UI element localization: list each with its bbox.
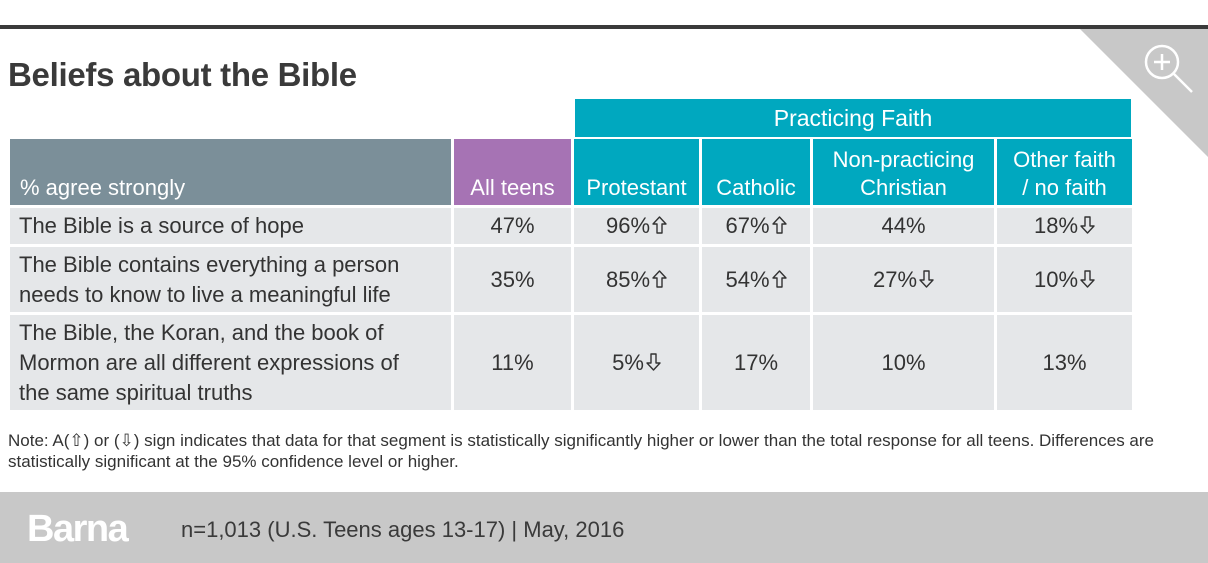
- value-label: 13%: [1042, 349, 1087, 375]
- zoom-in-icon[interactable]: [1144, 44, 1193, 93]
- down-arrow-icon: [1080, 216, 1095, 234]
- value-label: 35%: [490, 266, 535, 292]
- up-arrow-icon: [652, 269, 667, 288]
- value-label: 10%: [1033, 266, 1079, 292]
- column-header-all-teens: All teens: [454, 139, 574, 208]
- value-label: 27%: [872, 266, 918, 292]
- down-arrow-icon: [646, 352, 661, 371]
- sample-info: n=1,013 (U.S. Teens ages 13-17) | May, 2…: [181, 517, 625, 542]
- row-header-label: % agree strongly: [10, 139, 454, 208]
- column-header-catholic: Catholic: [702, 139, 813, 208]
- value-label: 18%: [1033, 213, 1079, 238]
- footnote: Note: A(⇧) or (⇩) sign indicates that da…: [8, 431, 1154, 471]
- footer-bar: [0, 492, 1208, 563]
- row-label: The Bible, the Koran, and the book of Mor…: [10, 315, 454, 413]
- down-arrow-icon: [1080, 269, 1095, 288]
- practicing-faith-header: Practicing Faith: [575, 99, 1131, 137]
- value-cell: 54%: [702, 247, 813, 315]
- table-row: The Bible, the Koran, and the book of Mor…: [10, 315, 1132, 413]
- value-cell: 96%: [574, 208, 702, 247]
- value-label: 67%: [725, 213, 770, 238]
- value-cell: 18%: [997, 208, 1132, 247]
- value-cell: 5%: [574, 315, 702, 413]
- value-label: 85%: [605, 266, 651, 292]
- down-arrow-icon: [919, 269, 934, 288]
- row-label: The Bible contains everything a person ne…: [10, 247, 454, 315]
- chart-title: Beliefs about the Bible: [8, 56, 357, 93]
- value-label: 96%: [605, 213, 651, 238]
- zoom-corner[interactable]: [1080, 29, 1208, 157]
- column-header-protestant: Protestant: [574, 139, 702, 208]
- value-label: 47%: [490, 213, 535, 238]
- value-label: 5%: [612, 349, 644, 375]
- up-arrow-icon: [652, 216, 667, 234]
- value-label: 10%: [881, 349, 926, 375]
- value-cell: 13%: [997, 315, 1132, 413]
- value-label: 54%: [725, 266, 770, 292]
- column-header-non-practicing-christian: Non-practicing Christian: [813, 139, 997, 208]
- value-cell: 35%: [454, 247, 574, 315]
- value-cell: 27%: [813, 247, 997, 315]
- value-label: 17%: [733, 349, 779, 375]
- value-cell: 67%: [702, 208, 813, 247]
- column-header-other-faith: Other faith / no faith: [997, 139, 1132, 208]
- value-label: 44%: [881, 213, 926, 238]
- value-cell: 11%: [454, 315, 574, 413]
- table-row: The Bible contains everything a person ne…: [10, 247, 1132, 315]
- value-cell: 44%: [813, 208, 997, 247]
- data-table: % agree strongly All teens Protestant Ca…: [10, 139, 1132, 413]
- barna-logo: Barna: [27, 508, 129, 550]
- table-row: The Bible is a source of hope 47% 96% 67% 44…: [10, 208, 1132, 247]
- top-rule: [0, 25, 1208, 29]
- value-cell: 10%: [813, 315, 997, 413]
- value-label: 11%: [491, 349, 534, 375]
- value-cell: 47%: [454, 208, 574, 247]
- up-arrow-icon: [771, 216, 787, 234]
- value-cell: 85%: [574, 247, 702, 315]
- header-row: % agree strongly All teens Protestant Ca…: [10, 139, 1132, 208]
- up-arrow-icon: [771, 269, 787, 288]
- row-label: The Bible is a source of hope: [10, 208, 454, 247]
- value-cell: 10%: [997, 247, 1132, 315]
- value-cell: 17%: [702, 315, 813, 413]
